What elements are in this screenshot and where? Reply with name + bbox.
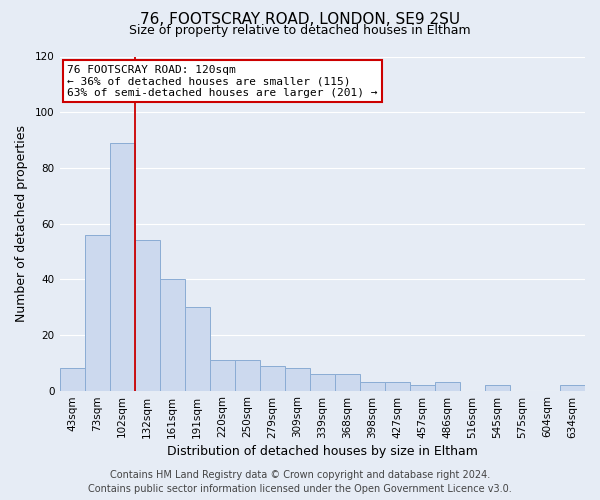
Bar [160,279,185,390]
Bar [560,385,585,390]
Bar [360,382,385,390]
Bar [59,368,85,390]
Bar [285,368,310,390]
Bar [185,307,209,390]
Bar [310,374,335,390]
Bar [485,385,510,390]
Text: 76 FOOTSCRAY ROAD: 120sqm
← 36% of detached houses are smaller (115)
63% of semi: 76 FOOTSCRAY ROAD: 120sqm ← 36% of detac… [67,65,378,98]
Text: Contains HM Land Registry data © Crown copyright and database right 2024.
Contai: Contains HM Land Registry data © Crown c… [88,470,512,494]
Bar [85,234,110,390]
Bar [260,366,285,390]
Bar [209,360,235,390]
X-axis label: Distribution of detached houses by size in Eltham: Distribution of detached houses by size … [167,444,478,458]
Bar [410,385,435,390]
Bar [235,360,260,390]
Bar [110,143,134,390]
Bar [335,374,360,390]
Bar [435,382,460,390]
Bar [385,382,410,390]
Y-axis label: Number of detached properties: Number of detached properties [15,125,28,322]
Text: Size of property relative to detached houses in Eltham: Size of property relative to detached ho… [129,24,471,37]
Text: 76, FOOTSCRAY ROAD, LONDON, SE9 2SU: 76, FOOTSCRAY ROAD, LONDON, SE9 2SU [140,12,460,28]
Bar [134,240,160,390]
